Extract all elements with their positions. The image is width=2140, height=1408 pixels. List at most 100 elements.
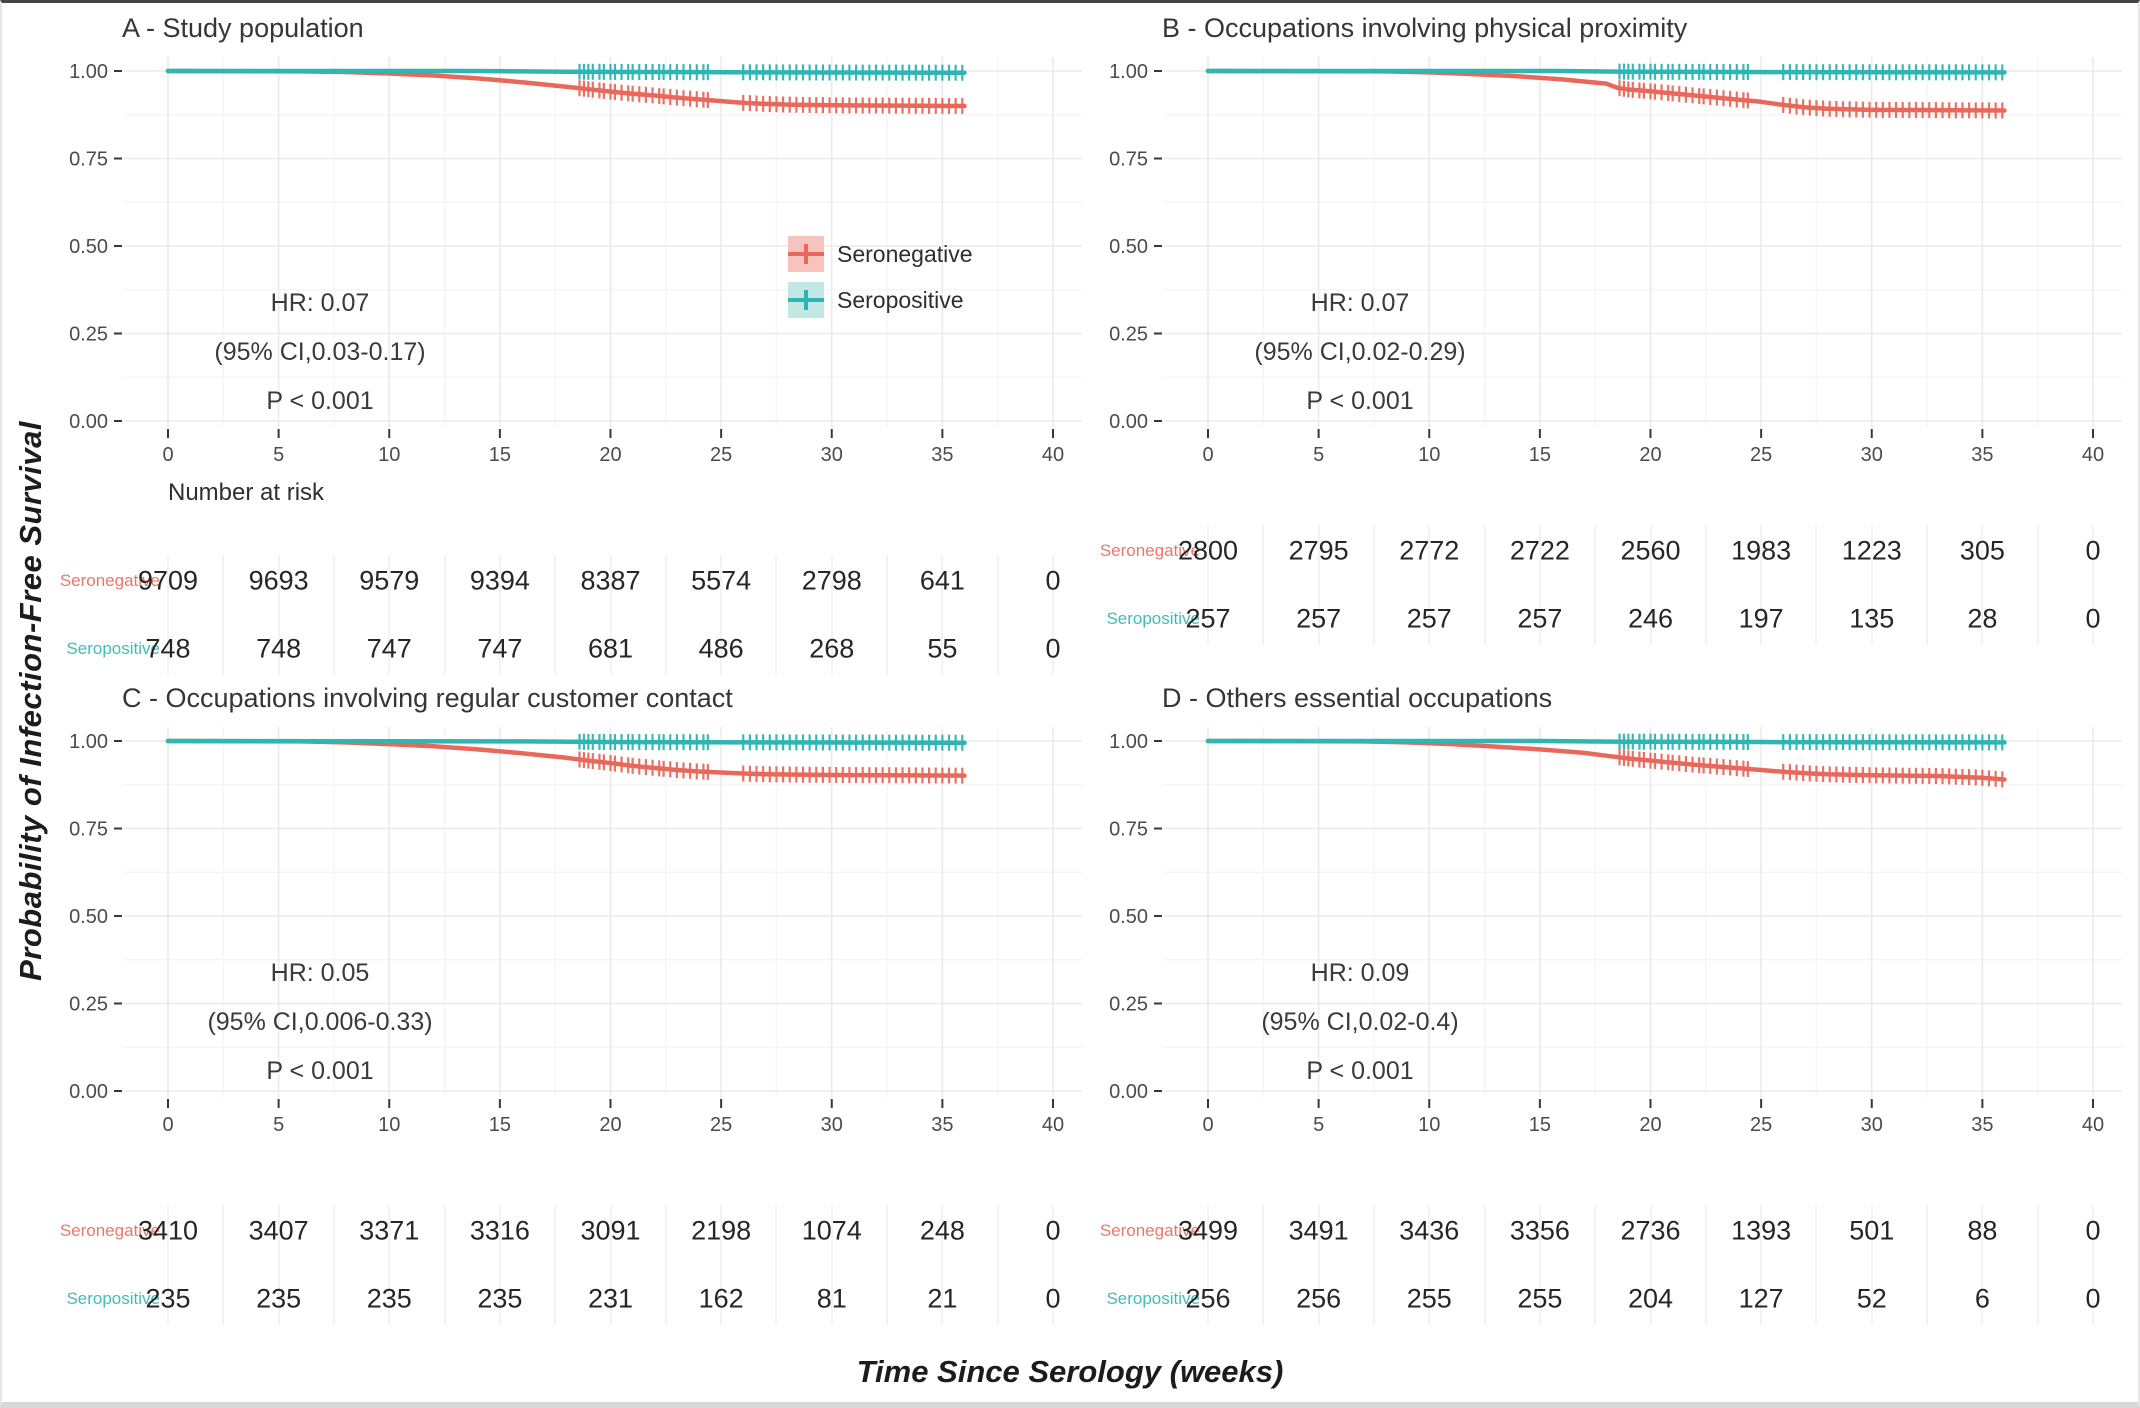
risk-table-gridline bbox=[720, 555, 723, 675]
risk-row-seropositive: Seropositive 256 256 255 255 204 127 52 6 0 bbox=[1098, 1279, 2130, 1319]
risk-table-gridline bbox=[277, 555, 280, 675]
risk-value: 0 bbox=[1045, 565, 1061, 596]
risk-table-gridline bbox=[886, 1205, 889, 1325]
risk-value: 3356 bbox=[1509, 1215, 1570, 1246]
risk-table-gridline bbox=[1926, 525, 1929, 645]
risk-value: 268 bbox=[809, 633, 855, 664]
stats-block: HR: 0.05 (95% CI,0.006-0.33) P < 0.001 bbox=[120, 949, 520, 1096]
risk-row-seronegative: Seronegative 3499 3491 3436 3356 2736 1393 501 8… bbox=[1098, 1211, 2130, 1251]
risk-table-gridline bbox=[664, 555, 667, 675]
risk-table-gridline bbox=[609, 555, 612, 675]
legend-label: Seronegative bbox=[837, 240, 973, 267]
risk-value: 2736 bbox=[1620, 1215, 1681, 1246]
risk-table-gridline bbox=[332, 1205, 335, 1325]
risk-value: 246 bbox=[1627, 603, 1674, 634]
x-tick-label: 0 bbox=[162, 1114, 173, 1136]
risk-table-gridline bbox=[720, 1205, 723, 1325]
x-tick-label: 0 bbox=[1202, 1114, 1213, 1136]
risk-value: 2798 bbox=[801, 565, 862, 596]
x-tick-label: 15 bbox=[489, 1114, 511, 1136]
risk-table-gridline bbox=[1538, 1205, 1541, 1325]
x-tick-label: 40 bbox=[1042, 444, 1064, 466]
survival-curve-seropositive bbox=[165, 68, 967, 75]
x-tick-label: 20 bbox=[1639, 1114, 1661, 1136]
risk-value: 135 bbox=[1849, 603, 1895, 634]
risk-table-gridline bbox=[775, 1205, 778, 1325]
stats-block: HR: 0.07 (95% CI,0.03-0.17) P < 0.001 bbox=[120, 279, 520, 426]
risk-value: 681 bbox=[587, 633, 634, 664]
x-tick-label: 0 bbox=[1202, 444, 1213, 466]
risk-row-seronegative: Seronegative 3410 3407 3371 3316 3091 2198 1074… bbox=[58, 1211, 1090, 1251]
risk-table-gridline bbox=[996, 555, 999, 675]
risk-row-seronegative: Seronegative 2800 2795 2772 2722 2560 1983 1223… bbox=[1098, 531, 2130, 571]
y-tick-label: 0.00 bbox=[69, 411, 108, 433]
x-tick-label: 10 bbox=[378, 1114, 400, 1136]
risk-value: 235 bbox=[145, 1283, 191, 1314]
x-tick-label: 20 bbox=[599, 1114, 621, 1136]
panel-title: B - Occupations involving physical proxi… bbox=[1162, 13, 1688, 43]
risk-value: 257 bbox=[1185, 603, 1231, 634]
risk-value: 255 bbox=[1406, 1283, 1452, 1314]
risk-table-gridline bbox=[941, 555, 944, 675]
risk-table-gridline bbox=[1317, 525, 1320, 645]
risk-row-seropositive: Seropositive 235 235 235 235 231 162 81 21 0 bbox=[58, 1279, 1090, 1319]
risk-table: Seronegative 3410 3407 3371 3316 3091 2198 1074… bbox=[58, 1205, 1090, 1331]
p-value-text: P < 0.001 bbox=[1306, 387, 1414, 415]
risk-value: 641 bbox=[919, 565, 965, 596]
risk-table-gridline bbox=[554, 1205, 557, 1325]
risk-value: 55 bbox=[927, 633, 958, 664]
risk-table-gridline bbox=[2092, 525, 2094, 645]
x-tick-label: 40 bbox=[2082, 1114, 2104, 1136]
risk-table-gridline bbox=[1052, 555, 1054, 675]
risk-value: 0 bbox=[1045, 1283, 1061, 1314]
risk-value: 256 bbox=[1296, 1283, 1342, 1314]
survival-curve-seronegative bbox=[165, 738, 967, 778]
survival-curve-seronegative bbox=[1205, 68, 2007, 113]
risk-value: 1983 bbox=[1731, 535, 1792, 566]
p-value-text: P < 0.001 bbox=[1306, 1057, 1414, 1085]
risk-value: 0 bbox=[1045, 1215, 1061, 1246]
risk-table-gridline bbox=[167, 1205, 169, 1325]
risk-table-gridline bbox=[443, 555, 446, 675]
risk-table-gridline bbox=[498, 555, 501, 675]
risk-value: 3410 bbox=[137, 1215, 199, 1246]
risk-table-gridline bbox=[1372, 525, 1375, 645]
risk-value: 0 bbox=[1045, 633, 1061, 664]
risk-table-gridline bbox=[222, 1205, 225, 1325]
survival-curve-seronegative bbox=[165, 68, 967, 109]
risk-table-gridline bbox=[554, 555, 557, 675]
risk-table-gridline bbox=[1428, 525, 1431, 645]
survival-curve-seropositive bbox=[1205, 68, 2007, 75]
risk-table-gridline bbox=[1815, 1205, 1818, 1325]
risk-table: Seronegative 9709 9693 9579 9394 8387 5574 2798… bbox=[58, 555, 1090, 681]
risk-table-gridline bbox=[1262, 1205, 1265, 1325]
risk-table-gridline bbox=[996, 1205, 999, 1325]
risk-value: 6 bbox=[1974, 1283, 1990, 1314]
y-tick-label: 0.75 bbox=[1109, 819, 1148, 841]
risk-value: 3436 bbox=[1399, 1215, 1460, 1246]
risk-value: 248 bbox=[919, 1215, 965, 1246]
risk-table-gridline bbox=[1870, 525, 1873, 645]
risk-table-gridline bbox=[1870, 1205, 1873, 1325]
risk-value: 257 bbox=[1296, 603, 1342, 634]
risk-table-gridline bbox=[1052, 1205, 1054, 1325]
risk-value: 748 bbox=[145, 633, 191, 664]
risk-table-gridline bbox=[277, 1205, 280, 1325]
risk-value: 9394 bbox=[469, 565, 530, 596]
risk-value: 235 bbox=[477, 1283, 523, 1314]
x-tick-label: 40 bbox=[2082, 444, 2104, 466]
risk-row-seropositive: Seropositive 257 257 257 257 246 197 135 28 0 bbox=[1098, 599, 2130, 639]
risk-table-gridline bbox=[1815, 525, 1818, 645]
risk-value: 235 bbox=[256, 1283, 302, 1314]
panel-customer-contact: C - Occupations involving regular custom… bbox=[58, 679, 1090, 1339]
p-value-text: P < 0.001 bbox=[266, 387, 374, 415]
risk-value: 2795 bbox=[1288, 535, 1349, 566]
risk-value: 747 bbox=[366, 633, 412, 664]
risk-table-gridline bbox=[1483, 1205, 1486, 1325]
legend-label: Seropositive bbox=[837, 286, 964, 313]
risk-value: 28 bbox=[1967, 603, 1998, 634]
risk-value: 748 bbox=[256, 633, 302, 664]
risk-row-label: Seronegative bbox=[1099, 1221, 1200, 1240]
ci-text: (95% CI,0.006-0.33) bbox=[207, 1008, 433, 1036]
risk-table: Seronegative 3499 3491 3436 3356 2736 1393 501 8… bbox=[1098, 1205, 2130, 1331]
